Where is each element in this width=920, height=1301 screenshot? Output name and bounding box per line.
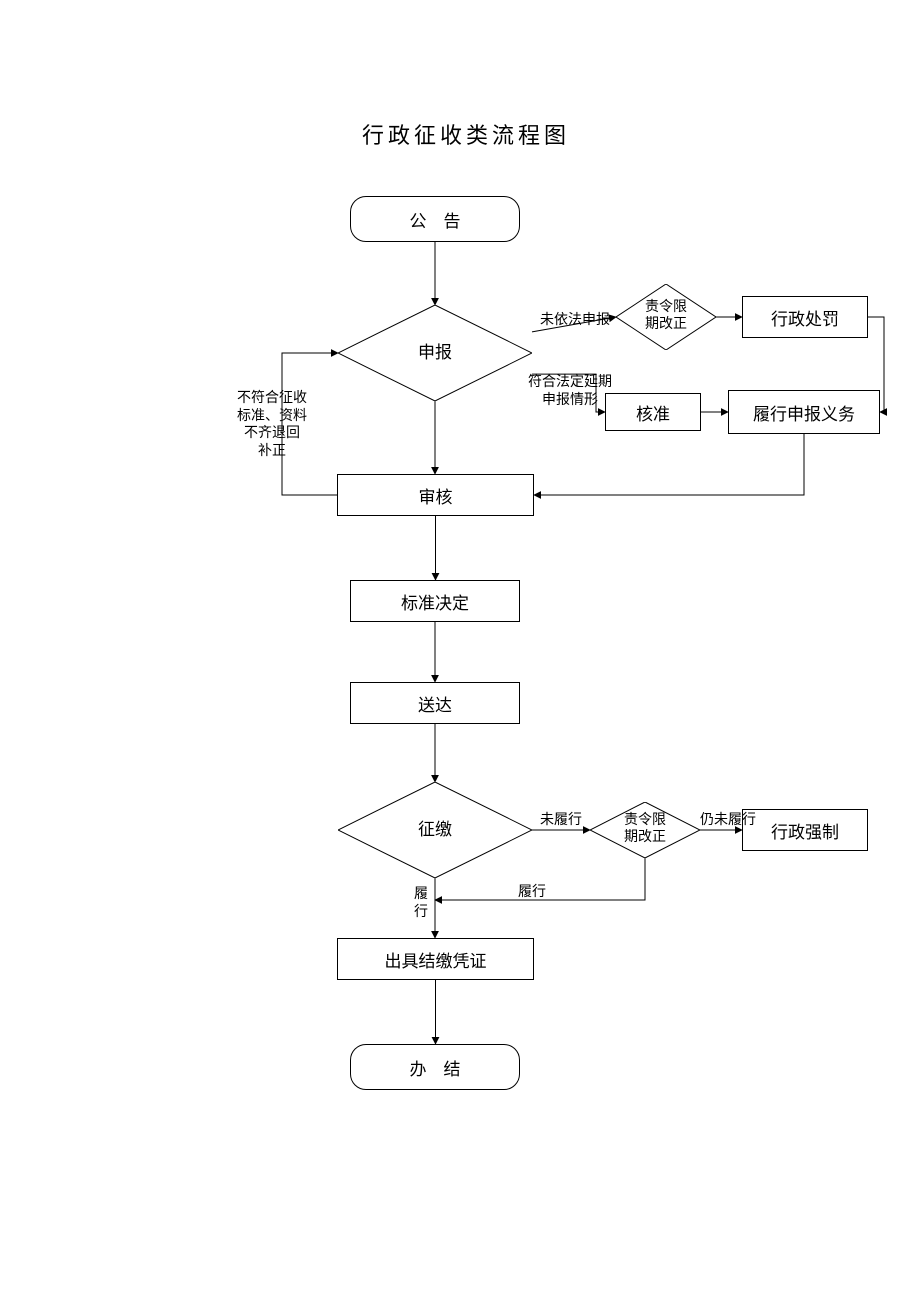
node-label: 责令限 期改正: [590, 802, 700, 858]
edge-label-l_not_declared: 未依法申报: [540, 312, 610, 330]
node-n_fulfill: 履行申报义务: [728, 390, 880, 434]
node-label: 征缴: [338, 782, 532, 878]
node-n_approve: 核准: [605, 393, 701, 431]
edge-label-l_legal_delay: 符合法定延期 申报情形: [528, 374, 612, 409]
node-label: 申报: [338, 305, 532, 401]
node-n_enforce: 行政强制: [742, 809, 868, 851]
node-n_announce: 公 告: [350, 196, 520, 242]
edge-label-l_perform_down: 履 行: [414, 886, 428, 921]
node-n_penalty: 行政处罚: [742, 296, 868, 338]
node-n_done: 办 结: [350, 1044, 520, 1090]
node-n_standard: 标准决定: [350, 580, 520, 622]
edge-label-l_not_perform: 未履行: [540, 812, 582, 830]
flowchart-canvas: 行政征收类流程图 公 告申报责令限 期改正行政处罚核准履行申报义务审核标准决定送…: [0, 0, 920, 1301]
node-n_deliver: 送达: [350, 682, 520, 724]
node-n_correct2: 责令限 期改正: [590, 802, 700, 858]
diagram-title: 行政征收类流程图: [362, 118, 570, 150]
edge-label-l_return: 不符合征收 标准、资料 不齐退回 补正: [237, 390, 307, 460]
node-n_correct1: 责令限 期改正: [616, 284, 716, 350]
edge-label-l_perform_back: 履行: [518, 884, 546, 902]
node-n_review: 审核: [337, 474, 534, 516]
node-n_cert: 出具结缴凭证: [337, 938, 534, 980]
node-label: 责令限 期改正: [616, 284, 716, 350]
edge-label-l_still_not: 仍未履行: [700, 812, 756, 830]
node-n_declare: 申报: [338, 305, 532, 401]
node-n_levy: 征缴: [338, 782, 532, 878]
